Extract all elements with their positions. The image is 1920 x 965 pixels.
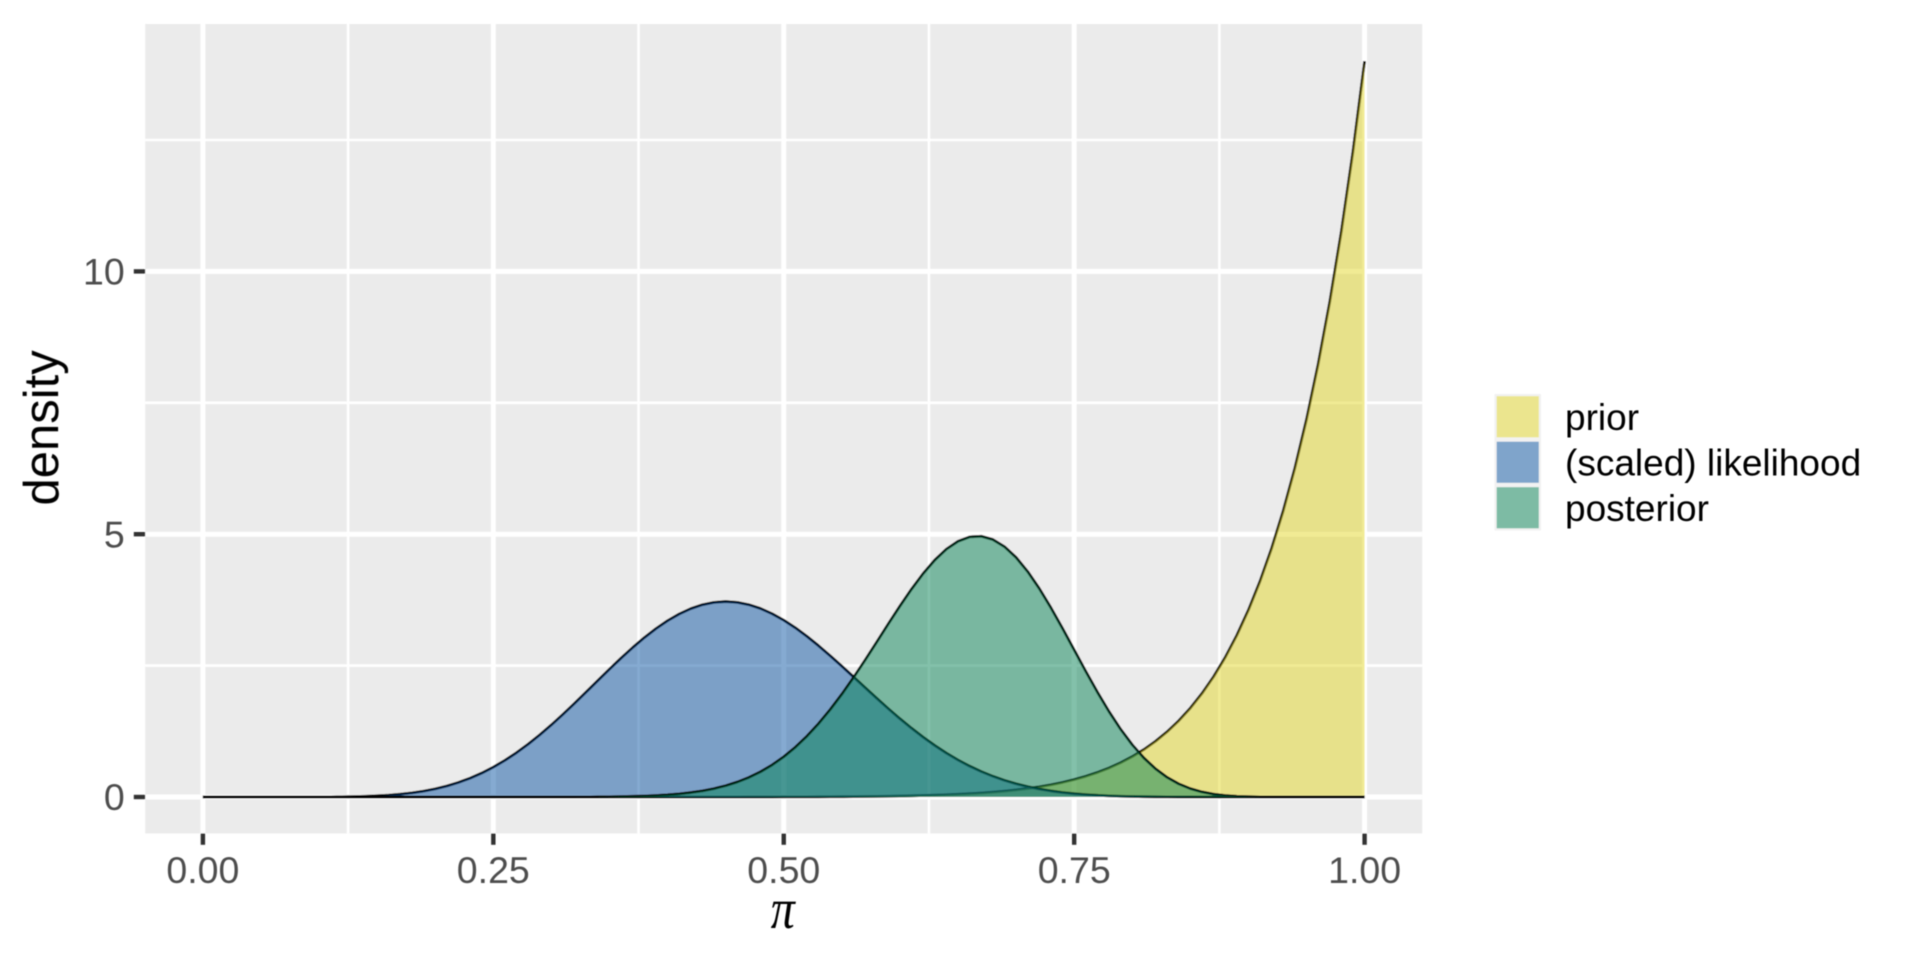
svg-text:prior: prior: [1565, 397, 1639, 438]
svg-text:5: 5: [104, 513, 125, 555]
svg-text:0.25: 0.25: [457, 849, 530, 891]
svg-text:0: 0: [104, 776, 125, 818]
svg-text:(scaled) likelihood: (scaled) likelihood: [1565, 442, 1861, 483]
svg-text:0.00: 0.00: [166, 849, 239, 891]
svg-text:1.00: 1.00: [1328, 849, 1401, 891]
svg-text:posterior: posterior: [1565, 488, 1709, 529]
svg-text:π: π: [771, 878, 796, 941]
svg-text:0.50: 0.50: [747, 849, 820, 891]
svg-text:0.75: 0.75: [1038, 849, 1111, 891]
svg-text:density: density: [15, 350, 69, 506]
svg-text:10: 10: [83, 251, 125, 293]
